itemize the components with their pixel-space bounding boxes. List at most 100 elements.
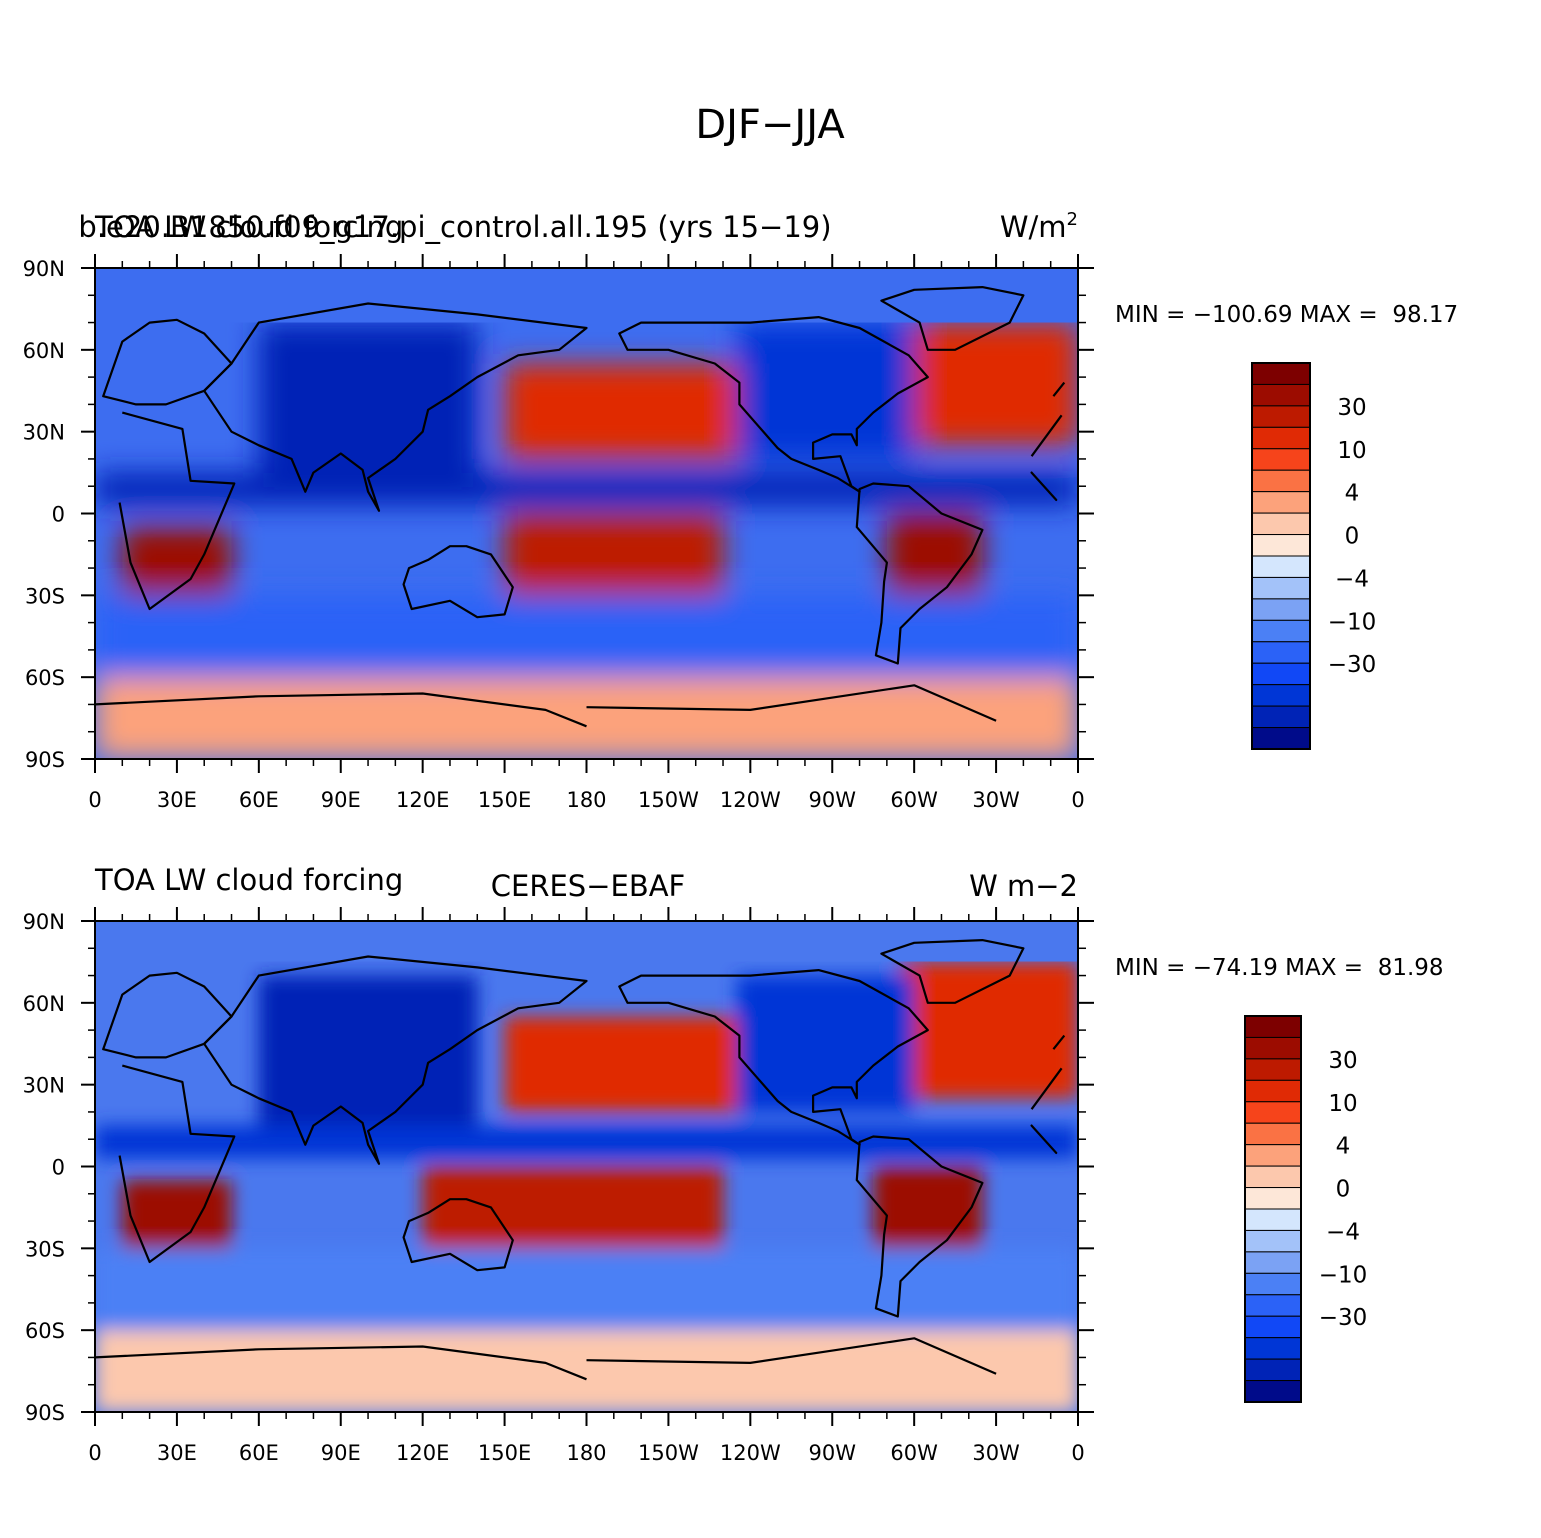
x-tick-label: 150E (478, 1441, 531, 1465)
panel-top-center-label: b.e20.B1850.f09_g17.pi_control.all.195 (… (78, 210, 831, 244)
colorbar-bottom: 30 10 4 0 −4 −10 −30 (1244, 1015, 1368, 1403)
x-tick-label: 120E (396, 1441, 449, 1465)
map-bottom-field (95, 961, 1078, 1412)
colorbar-label: 30 (1337, 395, 1366, 421)
x-tick-label: 150W (638, 1441, 699, 1465)
colorbar-swatch (1244, 1144, 1302, 1167)
colorbar-top: 30 10 4 0 −4 −10 −30 (1251, 362, 1377, 750)
x-tick-label: 90W (809, 1441, 857, 1465)
colorbar-swatch (1251, 491, 1311, 514)
coastline-africa (118, 411, 1063, 611)
colorbar-swatch (1244, 1229, 1302, 1253)
colorbar-label: −10 (1328, 609, 1377, 635)
colorbar-label: −10 (1319, 1262, 1368, 1288)
x-tick-label: 90E (321, 788, 361, 812)
panel-top-units-base: W/m (1000, 210, 1067, 244)
x-tick-label: 180 (566, 1441, 606, 1465)
colorbar-swatch (1251, 641, 1311, 664)
field-south-america-warm (873, 1166, 983, 1249)
map-bottom (95, 921, 1078, 1412)
coastline-australia (402, 545, 514, 619)
colorbar-swatch (1251, 705, 1311, 729)
colorbar-swatch (1244, 1165, 1302, 1189)
field-itcz-cool (95, 472, 1078, 506)
panel-top-units: W/m2 (1000, 209, 1078, 244)
field-antarctic-warm (95, 677, 1078, 759)
colorbar-label: −4 (1326, 1219, 1360, 1245)
colorbar-swatch (1251, 405, 1311, 428)
coastline-n-america (618, 316, 929, 493)
colorbar-label: −30 (1319, 1305, 1368, 1331)
colorbar-swatch (1244, 1058, 1302, 1081)
field-southern-ocean-cool (95, 595, 1078, 678)
map-top-axes: 0 30E 60E 90E 120E 150E 180 150W 120W 90W 60W 30W 09… (23, 254, 1094, 812)
map-bottom-axes: 0 30E 60E 90E 120E 150E 180 150W 120W 90W 60W 30W 09… (23, 907, 1094, 1465)
colorbar-swatch (1251, 684, 1311, 707)
figure-title: DJF−JJA (695, 102, 845, 148)
x-tick-label: 0 (1071, 1441, 1084, 1465)
field-itcz-cool (95, 1125, 1078, 1159)
panel-top-stats: MIN = −100.69 MAX = 98.17 (1115, 302, 1458, 328)
coastline-s-america (855, 482, 984, 665)
panel-top-units-exp: 2 (1067, 209, 1078, 230)
colorbar-swatch (1251, 512, 1311, 536)
colorbar-label: −4 (1335, 566, 1369, 592)
coastline-antarctica (95, 1337, 997, 1381)
y-tick-label: 0 (52, 1156, 65, 1180)
colorbar-swatch (1244, 1294, 1302, 1317)
x-tick-label: 30W (972, 1441, 1020, 1465)
colorbar-swatch (1244, 1015, 1302, 1038)
x-tick-label: 60W (890, 788, 938, 812)
field-asia-cool (258, 322, 478, 473)
colorbar-swatch (1244, 1251, 1302, 1274)
x-tick-label: 30E (157, 788, 197, 812)
panel-bottom-stats: MIN = −74.19 MAX = 81.98 (1115, 955, 1444, 981)
y-tick-label: 30S (25, 1237, 65, 1261)
x-tick-label: 0 (1071, 788, 1084, 812)
field-tropical-pacific-warm (422, 1166, 724, 1249)
y-tick-label: 90N (23, 257, 65, 281)
y-tick-label: 60S (25, 666, 65, 690)
y-tick-label: 90S (25, 1401, 65, 1425)
coastline-s-america (855, 1135, 984, 1318)
y-tick-label: 90N (23, 910, 65, 934)
colorbar-swatch (1244, 1187, 1302, 1210)
x-tick-label: 150W (638, 788, 699, 812)
x-tick-label: 60E (239, 1441, 279, 1465)
y-tick-label: 30S (25, 584, 65, 608)
x-tick-label: 0 (88, 1441, 101, 1465)
coastline-antarctica (95, 684, 997, 728)
x-tick-label: 120E (396, 788, 449, 812)
colorbar-swatch (1244, 1079, 1302, 1103)
coastline-africa (118, 1064, 1063, 1264)
colorbar-swatch (1244, 1208, 1302, 1231)
field-southern-ocean-cool (95, 1248, 1078, 1331)
y-tick-label: 30N (23, 1074, 65, 1098)
field-tropical-pacific-warm (504, 513, 724, 596)
x-tick-label: 180 (566, 788, 606, 812)
y-tick-label: 90S (25, 748, 65, 772)
x-tick-label: 60E (239, 788, 279, 812)
colorbar-swatch (1244, 1315, 1302, 1339)
colorbar-swatch (1244, 1358, 1302, 1382)
colorbar-swatch (1251, 383, 1311, 407)
panel-top-left-label: TOA LW cloud forcing (94, 210, 403, 244)
colorbar-swatch (1251, 555, 1311, 578)
colorbar-label: 10 (1337, 438, 1366, 464)
colorbar-swatch (1244, 1101, 1302, 1124)
map-top-field (95, 322, 1078, 759)
field-antarctic-warm (95, 1330, 1078, 1412)
y-tick-label: 60N (23, 992, 65, 1016)
colorbar-label: 0 (1336, 1177, 1351, 1203)
field-asia-cool (258, 975, 478, 1126)
colorbar-label: 10 (1328, 1091, 1357, 1117)
x-tick-label: 30E (157, 1441, 197, 1465)
colorbar-swatch (1251, 448, 1311, 471)
coastline-greenland (880, 939, 1025, 1004)
map-bottom-coastlines (95, 939, 1066, 1381)
colorbar-swatch (1251, 727, 1311, 750)
colorbar-label: 0 (1345, 524, 1360, 550)
colorbar-swatch (1251, 598, 1311, 621)
colorbar-swatch (1244, 1380, 1302, 1403)
